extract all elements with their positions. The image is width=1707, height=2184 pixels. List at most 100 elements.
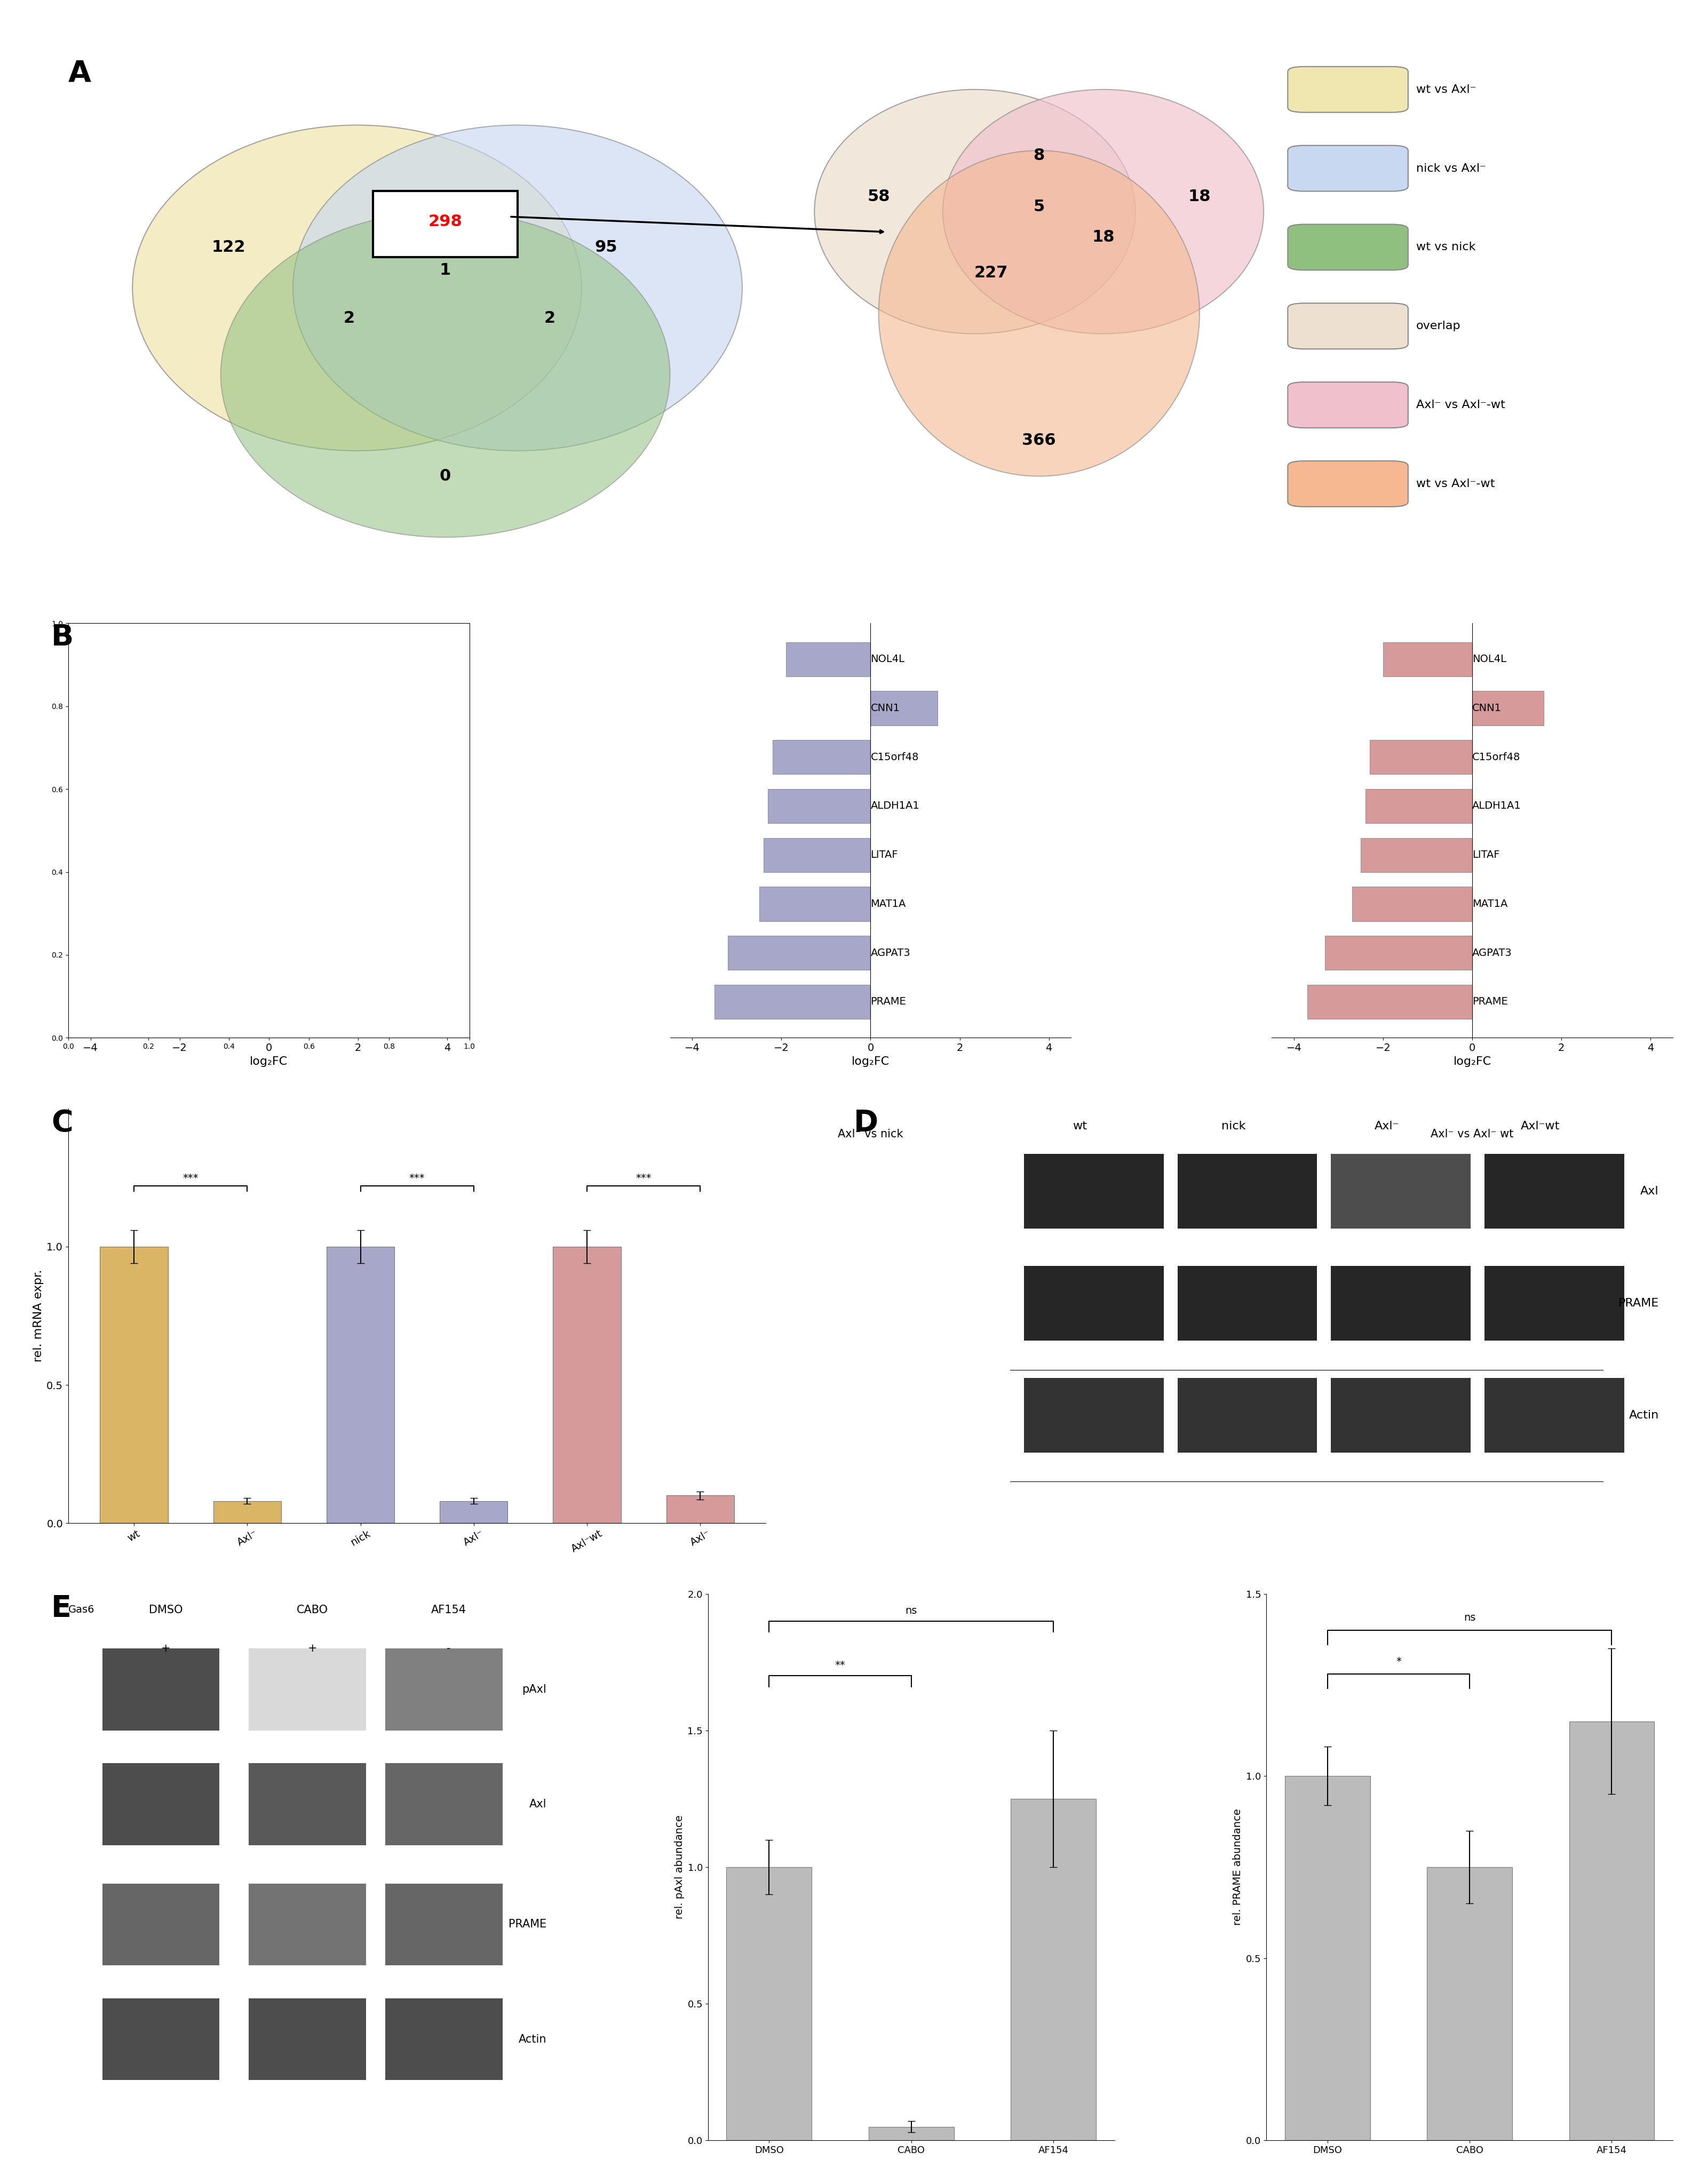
FancyBboxPatch shape [1024, 1267, 1164, 1341]
Text: AGPAT3: AGPAT3 [871, 948, 910, 959]
Text: C15orf48: C15orf48 [1471, 751, 1521, 762]
FancyBboxPatch shape [1024, 1378, 1164, 1452]
Text: C15orf48: C15orf48 [871, 751, 918, 762]
FancyBboxPatch shape [1485, 1378, 1623, 1452]
Text: LITAF: LITAF [1471, 850, 1500, 860]
X-axis label: log₂FC: log₂FC [852, 1057, 889, 1066]
Ellipse shape [942, 90, 1263, 334]
Text: ALDH1A1: ALDH1A1 [1471, 802, 1521, 810]
Text: PRAME: PRAME [1471, 996, 1507, 1007]
Text: NOL4L: NOL4L [268, 655, 304, 664]
Bar [1352, 887, 1471, 922]
Text: ALDH1A1: ALDH1A1 [268, 802, 318, 810]
Text: 2: 2 [343, 310, 355, 325]
FancyBboxPatch shape [249, 1998, 365, 2079]
Bar [171, 642, 268, 677]
Text: Axl: Axl [529, 1800, 546, 1811]
Ellipse shape [814, 90, 1135, 334]
FancyBboxPatch shape [1178, 1267, 1318, 1341]
FancyBboxPatch shape [374, 192, 517, 258]
Text: 95: 95 [594, 240, 618, 256]
Bar [715, 985, 871, 1020]
Text: LITAF: LITAF [268, 850, 297, 860]
FancyBboxPatch shape [386, 1883, 502, 1966]
Bar [1011, 1800, 1096, 2140]
Y-axis label: rel. PRAME abundance: rel. PRAME abundance [1232, 1808, 1243, 1926]
Text: MAT1A: MAT1A [268, 900, 304, 909]
FancyBboxPatch shape [102, 1998, 220, 2079]
Text: NOL4L: NOL4L [871, 655, 905, 664]
Text: wt vs Axl⁻: wt vs Axl⁻ [1417, 85, 1477, 94]
Bar [268, 690, 348, 725]
Ellipse shape [220, 212, 669, 537]
Bar [143, 887, 268, 922]
Text: PRAME: PRAME [871, 996, 906, 1007]
Text: +: + [307, 1642, 318, 1653]
Text: Gas6: Gas6 [68, 1605, 94, 1614]
Text: 8: 8 [1033, 149, 1045, 164]
Text: B: B [51, 622, 73, 653]
Text: AGPAT3: AGPAT3 [268, 948, 309, 959]
Text: ALDH1A1: ALDH1A1 [871, 802, 920, 810]
Bar [1366, 788, 1471, 823]
Text: PRAME: PRAME [268, 996, 304, 1007]
Bar [101, 1247, 167, 1522]
Bar [1360, 839, 1471, 871]
Ellipse shape [133, 124, 582, 450]
Bar [666, 1496, 734, 1522]
Bar [1308, 985, 1471, 1020]
Text: LITAF: LITAF [871, 850, 898, 860]
Text: ***: *** [410, 1173, 425, 1184]
Text: *: * [1396, 1655, 1401, 1666]
FancyBboxPatch shape [386, 1649, 502, 1730]
Text: Axl: Axl [1640, 1186, 1659, 1197]
FancyBboxPatch shape [1287, 225, 1408, 271]
Bar [871, 690, 937, 725]
FancyBboxPatch shape [386, 1762, 502, 1845]
Ellipse shape [294, 124, 743, 450]
Text: 5: 5 [1033, 199, 1045, 214]
FancyBboxPatch shape [1178, 1153, 1318, 1230]
Ellipse shape [879, 151, 1200, 476]
Text: +: + [160, 1642, 171, 1653]
Text: 0: 0 [440, 467, 451, 485]
Bar [869, 2127, 954, 2140]
Bar [760, 887, 871, 922]
Bar [1569, 1721, 1654, 2140]
Bar [213, 1500, 282, 1522]
FancyBboxPatch shape [249, 1762, 365, 1845]
Bar [773, 740, 871, 773]
Text: 18: 18 [1092, 229, 1115, 245]
Text: Actin: Actin [519, 2033, 546, 2044]
Text: AGPAT3: AGPAT3 [1471, 948, 1512, 959]
Bar [1325, 935, 1471, 970]
Bar [1383, 642, 1471, 677]
Bar [440, 1500, 507, 1522]
Text: C: C [51, 1109, 73, 1138]
Text: E: E [51, 1594, 72, 1623]
FancyBboxPatch shape [1287, 461, 1408, 507]
FancyBboxPatch shape [102, 1649, 220, 1730]
FancyBboxPatch shape [1331, 1153, 1470, 1230]
Text: Axl⁻wt: Axl⁻wt [1521, 1120, 1560, 1131]
Text: wt vs nick: wt vs nick [1417, 242, 1475, 253]
Text: nick: nick [1221, 1120, 1246, 1131]
FancyBboxPatch shape [1485, 1153, 1623, 1230]
FancyBboxPatch shape [102, 1883, 220, 1966]
Bar [99, 985, 268, 1020]
X-axis label: log₂FC: log₂FC [1453, 1057, 1492, 1066]
Text: -: - [447, 1642, 451, 1653]
Text: 18: 18 [1188, 188, 1210, 203]
Text: 2: 2 [545, 310, 555, 325]
Text: 58: 58 [867, 188, 889, 203]
Bar [763, 839, 871, 871]
Text: ***: *** [635, 1173, 652, 1184]
Text: ns: ns [905, 1605, 917, 1616]
Text: Axl⁻ vs Axl⁻ wt: Axl⁻ vs Axl⁻ wt [1430, 1129, 1514, 1140]
Text: 298: 298 [428, 214, 463, 229]
Text: D: D [854, 1109, 877, 1138]
X-axis label: log₂FC: log₂FC [249, 1057, 288, 1066]
FancyBboxPatch shape [249, 1883, 365, 1966]
FancyBboxPatch shape [1178, 1378, 1318, 1452]
Text: wt vs Axl⁻-wt: wt vs Axl⁻-wt [1417, 478, 1495, 489]
